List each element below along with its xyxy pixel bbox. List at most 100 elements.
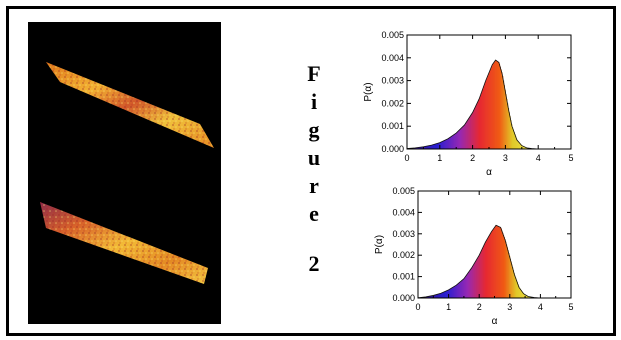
y-tick-label: 0.001 (392, 272, 415, 282)
y-tick-label: 0.001 (381, 121, 404, 131)
area-bin (526, 147, 528, 149)
area-bin (482, 247, 484, 298)
area-bin (525, 295, 528, 298)
area-bin (448, 289, 450, 298)
area-bin (452, 135, 454, 149)
area-bin (413, 147, 415, 149)
top-chart-y-axis-label: P(α) (363, 82, 374, 101)
area-bin (476, 259, 478, 298)
area-bin (477, 257, 479, 298)
area-bin (425, 146, 427, 149)
area-bin (429, 145, 432, 149)
area-bin (427, 296, 429, 298)
area-bin (421, 146, 423, 149)
area-bin (495, 60, 497, 149)
area-bin (497, 226, 499, 298)
area-bin (528, 296, 531, 298)
area-bin (481, 249, 483, 298)
area-bin (510, 261, 512, 298)
bottom-chart-distribution-line (417, 224, 541, 299)
area-bin (429, 296, 431, 298)
x-tick-label: 0 (404, 153, 409, 163)
area-bin (427, 296, 430, 298)
area-bin (518, 287, 521, 298)
area-bin (498, 63, 501, 149)
area-bin (476, 103, 478, 149)
area-bin (439, 142, 442, 149)
y-tick-label: 0.002 (381, 98, 404, 108)
area-bin (511, 124, 513, 149)
area-bin (440, 142, 442, 149)
area-bin (507, 103, 509, 149)
area-bin (488, 236, 490, 298)
area-bin (523, 146, 525, 149)
area-bin (431, 295, 433, 298)
area-bin (489, 233, 492, 298)
area-bin (440, 293, 442, 298)
area-bin (526, 295, 528, 298)
area-bin (419, 147, 421, 149)
area-bin (487, 75, 489, 149)
area-bin (468, 271, 470, 298)
y-tick-label: 0.003 (381, 76, 404, 86)
x-tick-label: 3 (503, 153, 508, 163)
area-bin (460, 280, 463, 298)
x-tick-label: 1 (437, 153, 442, 163)
area-bin (506, 247, 508, 298)
bottom-surface-strip (40, 202, 208, 284)
y-tick-label: 0.003 (392, 229, 415, 239)
area-bin (441, 292, 443, 298)
area-bin (451, 287, 453, 298)
area-bin (414, 147, 416, 149)
area-bin (478, 99, 480, 149)
area-bin (518, 142, 520, 149)
area-bin (525, 294, 527, 298)
area-bin (502, 76, 504, 149)
area-bin (444, 291, 446, 298)
area-bin (499, 227, 502, 298)
area-bin (496, 60, 498, 150)
area-bin (467, 119, 469, 149)
area-bin (433, 144, 435, 149)
area-bin (525, 147, 528, 149)
y-tick-label: 0.002 (392, 250, 415, 260)
area-bin (436, 294, 438, 298)
area-bin (450, 288, 452, 298)
area-bin (487, 237, 489, 298)
area-bin (473, 264, 475, 298)
bottom-chart-area-fill (418, 225, 541, 298)
area-bin (485, 79, 487, 149)
area-bin (491, 65, 493, 149)
area-bin (435, 143, 437, 149)
area-bin (516, 281, 518, 298)
area-bin (518, 286, 520, 298)
area-bin (430, 145, 432, 149)
top-surface-strip (46, 62, 214, 148)
area-bin (457, 131, 459, 149)
area-bin (446, 290, 448, 298)
area-bin (460, 128, 462, 149)
area-bin (415, 147, 417, 149)
area-bin (470, 114, 473, 149)
top-chart-distribution-line (406, 59, 539, 150)
area-bin (483, 246, 485, 298)
y-tick-label: 0.005 (381, 30, 404, 40)
area-bin (423, 146, 425, 149)
area-bin (512, 267, 514, 298)
area-bin (427, 145, 429, 149)
y-tick-label: 0.000 (392, 293, 415, 303)
area-bin (469, 116, 471, 149)
area-bin (512, 129, 514, 149)
area-bin (508, 112, 510, 149)
area-bin (463, 279, 465, 298)
area-bin (461, 280, 463, 298)
area-bin (458, 282, 460, 298)
area-bin (479, 254, 481, 298)
area-bin (522, 292, 524, 298)
x-tick-label: 5 (568, 302, 573, 312)
area-bin (521, 291, 523, 298)
area-bin (510, 120, 512, 149)
area-bin (461, 127, 464, 149)
area-bin (489, 71, 491, 149)
area-bin (488, 73, 490, 149)
